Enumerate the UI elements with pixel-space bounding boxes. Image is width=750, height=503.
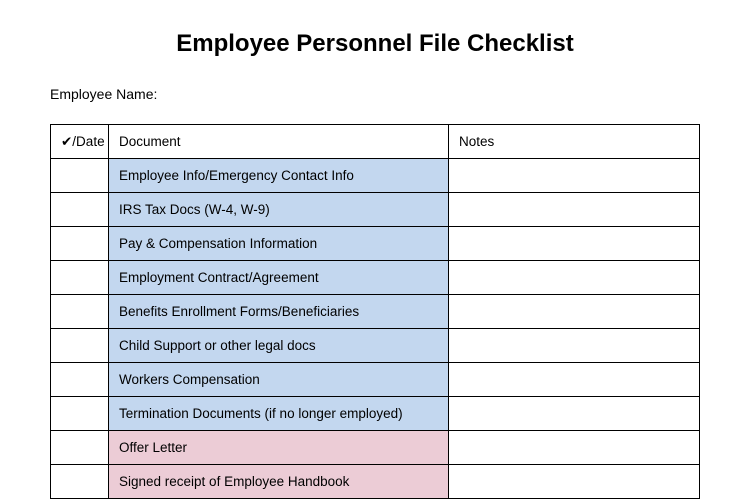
cell-document: Employment Contract/Agreement bbox=[109, 261, 449, 295]
document-page: Employee Personnel File Checklist Employ… bbox=[0, 0, 750, 499]
cell-notes bbox=[449, 159, 700, 193]
checklist-table: ✔/Date Document Notes Employee Info/Emer… bbox=[50, 124, 700, 499]
table-row: IRS Tax Docs (W-4, W-9) bbox=[51, 193, 700, 227]
cell-notes bbox=[449, 193, 700, 227]
cell-document: Termination Documents (if no longer empl… bbox=[109, 397, 449, 431]
cell-notes bbox=[449, 261, 700, 295]
table-row: Pay & Compensation Information bbox=[51, 227, 700, 261]
cell-check bbox=[51, 397, 109, 431]
cell-check bbox=[51, 261, 109, 295]
employee-name-label: Employee Name: bbox=[50, 86, 700, 102]
table-row: Offer Letter bbox=[51, 431, 700, 465]
table-row: Employee Info/Emergency Contact Info bbox=[51, 159, 700, 193]
cell-check bbox=[51, 193, 109, 227]
cell-check bbox=[51, 329, 109, 363]
cell-notes bbox=[449, 397, 700, 431]
table-row: Signed receipt of Employee Handbook bbox=[51, 465, 700, 499]
page-title: Employee Personnel File Checklist bbox=[50, 30, 700, 58]
cell-notes bbox=[449, 227, 700, 261]
cell-document: Child Support or other legal docs bbox=[109, 329, 449, 363]
table-row: Workers Compensation bbox=[51, 363, 700, 397]
table-row: Employment Contract/Agreement bbox=[51, 261, 700, 295]
cell-check bbox=[51, 295, 109, 329]
table-row: Child Support or other legal docs bbox=[51, 329, 700, 363]
cell-document: Employee Info/Emergency Contact Info bbox=[109, 159, 449, 193]
cell-document: Workers Compensation bbox=[109, 363, 449, 397]
cell-check bbox=[51, 465, 109, 499]
cell-document: IRS Tax Docs (W-4, W-9) bbox=[109, 193, 449, 227]
cell-notes bbox=[449, 363, 700, 397]
col-check-date: ✔/Date bbox=[51, 125, 109, 159]
cell-notes bbox=[449, 465, 700, 499]
cell-document: Offer Letter bbox=[109, 431, 449, 465]
cell-notes bbox=[449, 295, 700, 329]
cell-check bbox=[51, 159, 109, 193]
cell-check bbox=[51, 227, 109, 261]
cell-check bbox=[51, 431, 109, 465]
cell-document: Pay & Compensation Information bbox=[109, 227, 449, 261]
col-document: Document bbox=[109, 125, 449, 159]
cell-document: Signed receipt of Employee Handbook bbox=[109, 465, 449, 499]
cell-notes bbox=[449, 431, 700, 465]
cell-document: Benefits Enrollment Forms/Beneficiaries bbox=[109, 295, 449, 329]
table-row: Benefits Enrollment Forms/Beneficiaries bbox=[51, 295, 700, 329]
col-notes: Notes bbox=[449, 125, 700, 159]
cell-notes bbox=[449, 329, 700, 363]
table-header-row: ✔/Date Document Notes bbox=[51, 125, 700, 159]
table-body: Employee Info/Emergency Contact Info IRS… bbox=[51, 159, 700, 499]
cell-check bbox=[51, 363, 109, 397]
table-row: Termination Documents (if no longer empl… bbox=[51, 397, 700, 431]
